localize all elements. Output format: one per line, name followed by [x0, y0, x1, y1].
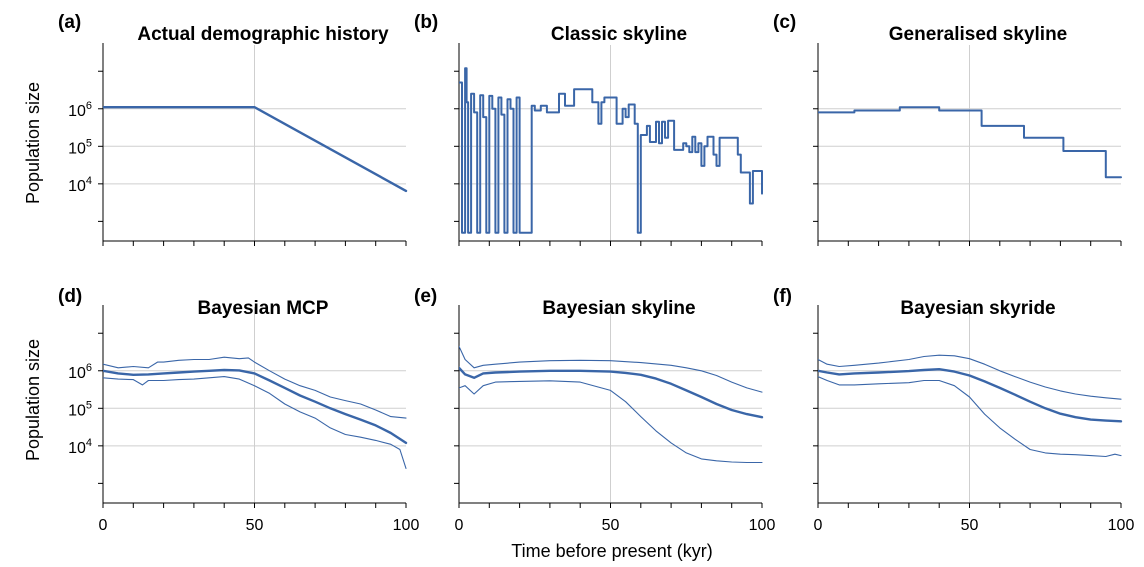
series-group	[459, 67, 763, 234]
series-group	[103, 356, 408, 469]
series-main-line	[818, 106, 1122, 179]
x-tick-label: 100	[749, 517, 776, 534]
x-tick-label: 100	[393, 517, 420, 534]
panel-title: Bayesian MCP	[198, 298, 329, 319]
x-tick-label: 50	[602, 517, 620, 534]
series-main-line	[103, 105, 408, 193]
panel-a: 104 105 106 (a) Actual demographic history	[58, 12, 408, 246]
panel-letter: (a)	[58, 12, 81, 33]
x-tick-label: 100	[1108, 517, 1135, 534]
x-tick-label: 50	[246, 517, 264, 534]
y-axis-label-top: Population size	[23, 82, 43, 204]
series-upper-line	[459, 345, 763, 393]
series-group	[103, 105, 408, 193]
panel-letter: (f)	[773, 286, 792, 307]
panel-title: Bayesian skyride	[900, 298, 1055, 319]
x-tick-label: 0	[814, 517, 823, 534]
panel-f: 0 50 100 (f) Bayesian skyride	[773, 286, 1134, 534]
series-lower-line	[103, 376, 407, 469]
y-axis-label-bottom: Population size	[23, 339, 43, 461]
panel-title: Actual demographic history	[137, 24, 389, 45]
panel-letter: (e)	[414, 286, 437, 307]
series-upper-line	[103, 356, 407, 419]
panel-letter: (d)	[58, 286, 82, 307]
panel-c: (c) Generalised skyline	[773, 12, 1122, 246]
panels: 104 105 106 (a) Actual demographic history (b…	[58, 12, 1134, 534]
panel-letter: (b)	[414, 12, 438, 33]
series-group	[818, 106, 1122, 179]
series-lower-line	[459, 380, 763, 464]
y-tick-label: 105	[68, 137, 92, 157]
panel-title: Bayesian skyline	[542, 298, 695, 319]
series-group	[818, 354, 1123, 458]
series-main-line	[103, 368, 408, 445]
y-tick-label: 105	[68, 399, 92, 419]
panel-title: Classic skyline	[551, 24, 687, 45]
series-main-line	[459, 366, 764, 419]
y-tick-label: 104	[68, 175, 92, 195]
series-upper-line	[818, 354, 1122, 400]
series-main-line	[818, 368, 1123, 423]
y-tick-label: 106	[68, 100, 92, 120]
x-axis-label: Time before present (kyr)	[511, 541, 712, 561]
panel-letter: (c)	[773, 12, 796, 33]
x-tick-label: 0	[99, 517, 108, 534]
series-lower-line	[818, 376, 1122, 458]
y-tick-label: 106	[68, 362, 92, 382]
x-tick-label: 0	[455, 517, 464, 534]
series-main-line	[459, 67, 763, 234]
panel-title: Generalised skyline	[889, 24, 1068, 45]
series-group	[459, 345, 764, 464]
y-tick-label: 104	[68, 437, 92, 457]
panel-b: (b) Classic skyline	[414, 12, 763, 246]
panel-e: 0 50 100 (e) Bayesian skyline	[414, 286, 775, 534]
x-tick-label: 50	[961, 517, 979, 534]
panel-d: 104 105 106 0 50 100 (d) Bayesian MCP	[58, 286, 419, 534]
